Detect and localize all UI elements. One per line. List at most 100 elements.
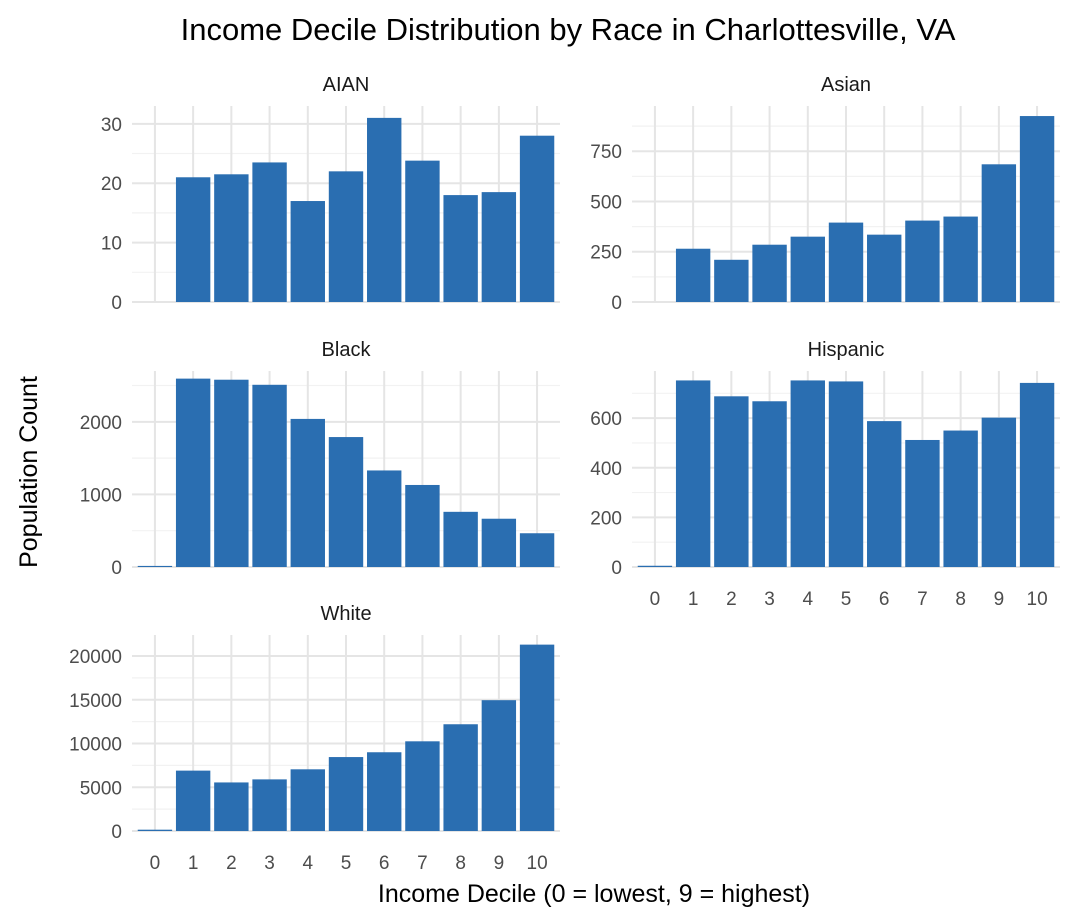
y-tick-label: 500 [590, 192, 622, 213]
y-tick-label: 0 [611, 558, 622, 579]
bar-black-decile-2 [214, 379, 249, 567]
y-tick-label: 1000 [80, 485, 122, 506]
bar-asian-decile-8 [943, 216, 978, 302]
y-tick-label: 250 [590, 243, 622, 264]
panel-white: 0 5000 10000 15000 20000 0 1 2 3 4 5 6 7 8 9 10 White [69, 603, 560, 874]
panel-black: 0 1000 2000 Black [80, 339, 560, 579]
facet-label-aian: AIAN [323, 74, 370, 96]
bar-white-decile-8 [443, 724, 478, 831]
facet-label-white: White [320, 603, 371, 625]
bar-asian-decile-9 [981, 164, 1017, 302]
bar-hispanic-decile-3 [752, 401, 787, 567]
x-tick-label: 2 [726, 589, 737, 610]
x-tick-label: 8 [955, 589, 966, 610]
x-tick-label: 2 [226, 853, 237, 874]
y-tick-label: 30 [101, 115, 122, 136]
panel-asian: 0 250 500 750 Asian [590, 74, 1060, 314]
bar-aian-decile-10 [519, 135, 555, 302]
y-tick-label: 15000 [69, 691, 122, 712]
bar-aian-decile-9 [481, 192, 517, 302]
facet-label-asian: Asian [821, 74, 871, 96]
facet-label-black: Black [322, 339, 372, 361]
bar-asian-decile-7 [905, 220, 940, 302]
x-tick-label: 9 [994, 589, 1005, 610]
bar-aian-decile-5 [328, 171, 364, 302]
bar-white-decile-6 [367, 752, 402, 831]
y-tick-label: 200 [590, 508, 622, 529]
x-tick-label: 7 [417, 853, 428, 874]
y-tick-label: 0 [111, 822, 122, 843]
bar-white-decile-1 [175, 770, 211, 831]
y-tick-label: 0 [611, 293, 622, 314]
bar-aian-decile-2 [214, 174, 249, 302]
x-tick-label: 1 [188, 853, 199, 874]
y-tick-label: 0 [111, 558, 122, 579]
x-tick-label: 6 [379, 853, 390, 874]
bar-white-decile-7 [405, 741, 440, 831]
x-tick-label: 3 [764, 589, 775, 610]
y-tick-label: 600 [590, 409, 622, 430]
facet-label-hispanic: Hispanic [808, 339, 885, 361]
y-tick-label: 5000 [80, 778, 122, 799]
panel-aian: 0 10 20 30 AIAN [101, 74, 560, 314]
x-axis-title: Income Decile (0 = lowest, 9 = highest) [378, 880, 810, 908]
x-tick-label: 10 [1027, 589, 1048, 610]
y-tick-label: 400 [590, 459, 622, 480]
y-tick-label: 2000 [80, 413, 122, 434]
x-tick-label: 5 [841, 589, 852, 610]
y-tick-label: 20000 [69, 647, 122, 668]
x-tick-label: 4 [802, 589, 813, 610]
bar-hispanic-decile-7 [905, 439, 940, 567]
bar-asian-decile-2 [714, 259, 749, 302]
bar-white-decile-5 [328, 757, 364, 831]
x-tick-label: 5 [341, 853, 352, 874]
x-tick-label: 6 [879, 589, 890, 610]
y-tick-label: 750 [590, 142, 622, 163]
bar-black-decile-5 [328, 437, 364, 567]
x-tick-label: 8 [455, 853, 466, 874]
bar-black-decile-7 [405, 484, 440, 567]
bar-black-decile-0 [137, 565, 173, 567]
bar-hispanic-decile-9 [981, 417, 1017, 567]
bar-hispanic-decile-5 [828, 381, 864, 567]
bar-black-decile-3 [252, 384, 287, 567]
bar-aian-decile-1 [175, 177, 211, 302]
x-tick-label: 0 [650, 589, 661, 610]
bar-black-decile-4 [290, 418, 325, 567]
bar-aian-decile-4 [290, 201, 325, 302]
bar-white-decile-3 [252, 779, 287, 831]
y-tick-label: 0 [111, 293, 122, 314]
bar-asian-decile-10 [1019, 116, 1055, 302]
chart-title: Income Decile Distribution by Race in Ch… [181, 12, 956, 47]
bar-black-decile-1 [175, 378, 211, 567]
bar-hispanic-decile-8 [943, 430, 978, 567]
bar-hispanic-decile-4 [790, 380, 825, 567]
bar-hispanic-decile-0 [637, 565, 673, 567]
bar-white-decile-4 [290, 769, 325, 831]
bar-black-decile-9 [481, 518, 517, 567]
bar-asian-decile-4 [790, 236, 825, 302]
y-tick-label: 10000 [69, 735, 122, 756]
bar-white-decile-0 [137, 829, 173, 831]
bar-hispanic-decile-10 [1019, 382, 1055, 567]
facet-panels: 0102030AIAN0250500750Asian010002000Black… [69, 74, 1060, 874]
bar-aian-decile-6 [367, 117, 402, 302]
bar-hispanic-decile-1 [675, 380, 711, 567]
x-tick-label: 0 [150, 853, 161, 874]
bar-asian-decile-5 [828, 222, 864, 302]
bar-aian-decile-8 [443, 195, 478, 302]
x-tick-label: 1 [688, 589, 699, 610]
x-tick-label: 7 [917, 589, 928, 610]
bar-white-decile-9 [481, 700, 517, 831]
bar-aian-decile-3 [252, 162, 287, 302]
bar-asian-decile-3 [752, 244, 787, 302]
x-tick-label: 4 [302, 853, 313, 874]
y-axis-title: Population Count [15, 376, 43, 568]
panel-hispanic: 0 200 400 600 0 1 2 3 4 5 6 7 8 9 10 Hispanic [590, 339, 1060, 610]
bar-hispanic-decile-6 [867, 421, 902, 567]
y-tick-label: 20 [101, 174, 122, 195]
x-tick-label: 10 [527, 853, 548, 874]
bar-asian-decile-6 [867, 234, 902, 302]
bar-black-decile-8 [443, 511, 478, 567]
